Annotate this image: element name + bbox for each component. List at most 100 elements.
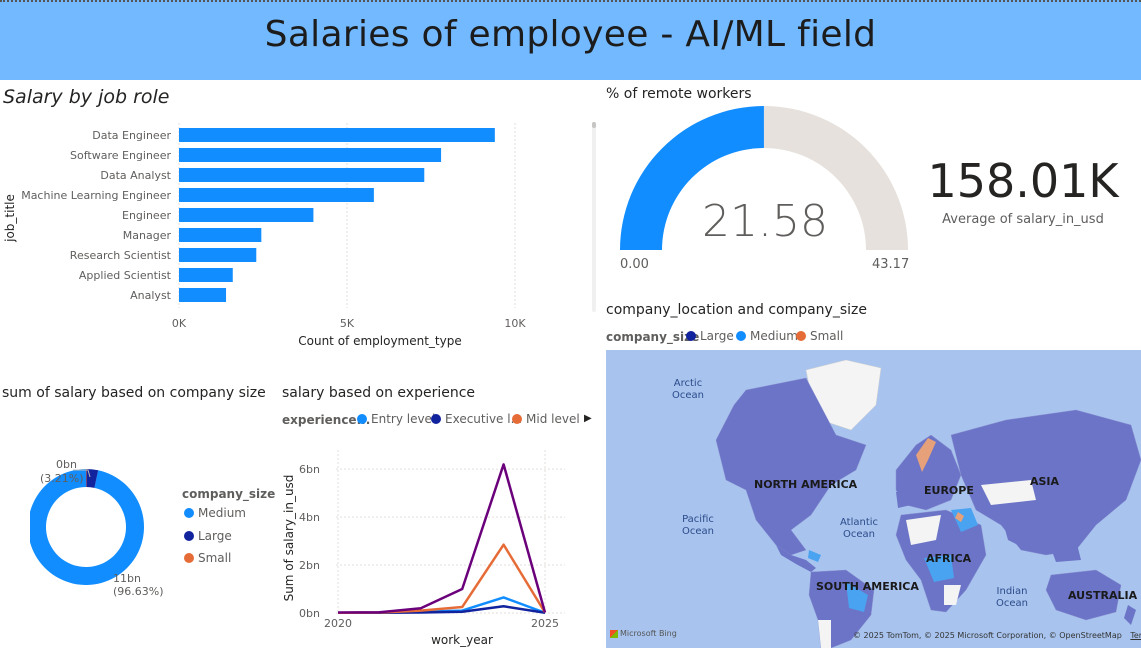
line-y-axis-title: Sum of salary_in_usd	[282, 475, 296, 602]
line-legend-executive[interactable]: Executive l...	[425, 412, 522, 426]
atlantic-ocean-label: Atlantic Ocean	[840, 517, 878, 541]
map-legend-small[interactable]: Small	[790, 329, 843, 343]
bar-category-label: Machine Learning Engineer	[21, 189, 171, 202]
legend-dot	[184, 531, 194, 541]
bar	[179, 128, 495, 142]
bar-category-label: Engineer	[122, 209, 171, 222]
legend-label: Small	[810, 329, 844, 343]
africa-medium-shape	[924, 555, 954, 582]
scandinavia-small-shape	[916, 438, 936, 472]
bar-visual-scrollbar[interactable]	[592, 122, 596, 312]
bar-x-axis-title: Count of employment_type	[298, 334, 462, 348]
middle-east-small-shape	[955, 512, 964, 522]
gauge-title: % of remote workers	[606, 86, 752, 102]
map-legend-large[interactable]: Large	[684, 329, 734, 343]
map-terms-link[interactable]: Terms	[1130, 631, 1141, 640]
header-banner	[0, 0, 1141, 80]
bar	[179, 288, 227, 302]
north-america-shape	[715, 377, 867, 556]
legend-next-arrow-icon[interactable]: ▶	[584, 413, 592, 424]
bar	[179, 228, 262, 242]
asia-label: ASIA	[1030, 475, 1060, 488]
bing-logo: Microsoft Bing	[610, 629, 677, 638]
microsoft-logo-icon	[610, 629, 618, 638]
africa-light-shape-2	[944, 585, 961, 605]
world-map	[715, 359, 1141, 648]
africa-label: AFRICA	[926, 552, 972, 565]
line-x-tick: 2020	[324, 617, 352, 630]
legend-label: Medium	[750, 329, 798, 343]
legend-label: Small	[198, 551, 232, 565]
bar-category-label: Software Engineer	[70, 149, 171, 162]
kpi-label: Average of salary_in_usd	[942, 212, 1104, 227]
donut-legend-medium[interactable]: Medium	[178, 506, 246, 520]
bar	[179, 248, 257, 262]
south-america-label: SOUTH AMERICA	[816, 580, 919, 593]
arctic-ocean-label: Arctic Ocean	[672, 378, 704, 402]
bar	[179, 208, 314, 222]
line-x-tick: 2025	[531, 617, 559, 630]
bar-category-label: Analyst	[130, 289, 172, 302]
donut-legend-title: company_size	[182, 487, 276, 501]
bar-visual-title: Salary by job role	[3, 86, 170, 108]
line-y-tick: 0bn	[299, 607, 320, 620]
bar-category-label: Applied Scientist	[79, 269, 172, 282]
donut-medium-pct: (96.63%)	[113, 585, 164, 598]
donut-leader-line	[73, 469, 91, 478]
bar	[179, 168, 425, 182]
line-legend-entry[interactable]: Entry level	[355, 412, 435, 426]
map-title: company_location and company_size	[606, 302, 867, 318]
bar-x-tick: 0K	[172, 317, 187, 330]
legend-dot	[512, 414, 522, 424]
legend-label: Entry level	[371, 412, 436, 426]
line-legend-mid[interactable]: Mid level	[506, 412, 580, 426]
se-asia-shape	[1046, 535, 1081, 562]
bar-y-axis-title: job_title	[3, 194, 17, 243]
north-america-label: NORTH AMERICA	[754, 478, 858, 491]
line-y-tick: 4bn	[299, 511, 320, 524]
gauge-chart[interactable]	[605, 100, 925, 280]
europe-label: EUROPE	[924, 484, 974, 497]
donut-large-pct: (3.21%)	[40, 472, 84, 485]
australia-label: AUSTRALIA	[1068, 589, 1138, 602]
donut-title: sum of salary based on company size	[2, 385, 266, 401]
atlantic-ocean-label-text: Atlantic Ocean	[840, 517, 879, 540]
bar-category-label: Data Analyst	[100, 169, 171, 182]
page-title: Salaries of employee - AI/ML field	[264, 14, 877, 55]
map-legend-medium[interactable]: Medium	[730, 329, 798, 343]
line-y-tick: 2bn	[299, 559, 320, 572]
legend-dot	[431, 414, 441, 424]
asia-light-shape	[981, 480, 1036, 505]
central-america-shape	[776, 545, 816, 572]
kpi-value: 158.01K	[927, 154, 1119, 208]
africa-light-shape	[906, 515, 941, 545]
bar-category-label: Manager	[123, 229, 172, 242]
line-x-axis-title: work_year	[431, 633, 493, 647]
line-series	[337, 463, 547, 614]
indian-ocean-label-text: Indian Ocean	[996, 586, 1028, 609]
map-canvas[interactable]: Arctic Ocean Pacific Ocean Atlantic Ocea…	[606, 350, 1141, 648]
line-y-tick: 6bn	[299, 463, 320, 476]
gauge-min-label: 0.00	[620, 257, 649, 272]
arctic-ocean-label-text: Arctic Ocean	[672, 378, 704, 401]
indian-ocean-label: Indian Ocean	[996, 586, 1028, 610]
bar-chart[interactable]: 0K 5K 10K Data Engineer Software Engineer Dat…	[0, 115, 600, 355]
map-attribution-text: © 2025 TomTom, © 2025 Microsoft Corporat…	[853, 631, 1122, 640]
bar	[179, 188, 374, 202]
donut-legend-small[interactable]: Small	[178, 551, 231, 565]
donut-legend-large[interactable]: Large	[178, 529, 232, 543]
map-attribution[interactable]: © 2025 TomTom, © 2025 Microsoft Corporat…	[853, 631, 1141, 640]
bar-category-label: Data Engineer	[92, 129, 171, 142]
line-legend-title: experience...	[282, 413, 371, 427]
gauge-max-label: 43.17	[872, 257, 910, 272]
legend-label: Medium	[198, 506, 246, 520]
pacific-ocean-label: Pacific Ocean	[682, 514, 714, 538]
line-chart[interactable]: 0bn 2bn 4bn 6bn 2020 2025 work_year Sum of sala…	[280, 440, 598, 648]
map-legend-title: company_size	[606, 330, 700, 344]
legend-dot	[736, 331, 746, 341]
line-title: salary based on experience	[282, 385, 476, 401]
donut-large-value: 0bn	[56, 458, 77, 471]
bar	[179, 268, 233, 282]
gauge-track	[763, 106, 908, 250]
bing-logo-text: Microsoft Bing	[620, 629, 677, 638]
